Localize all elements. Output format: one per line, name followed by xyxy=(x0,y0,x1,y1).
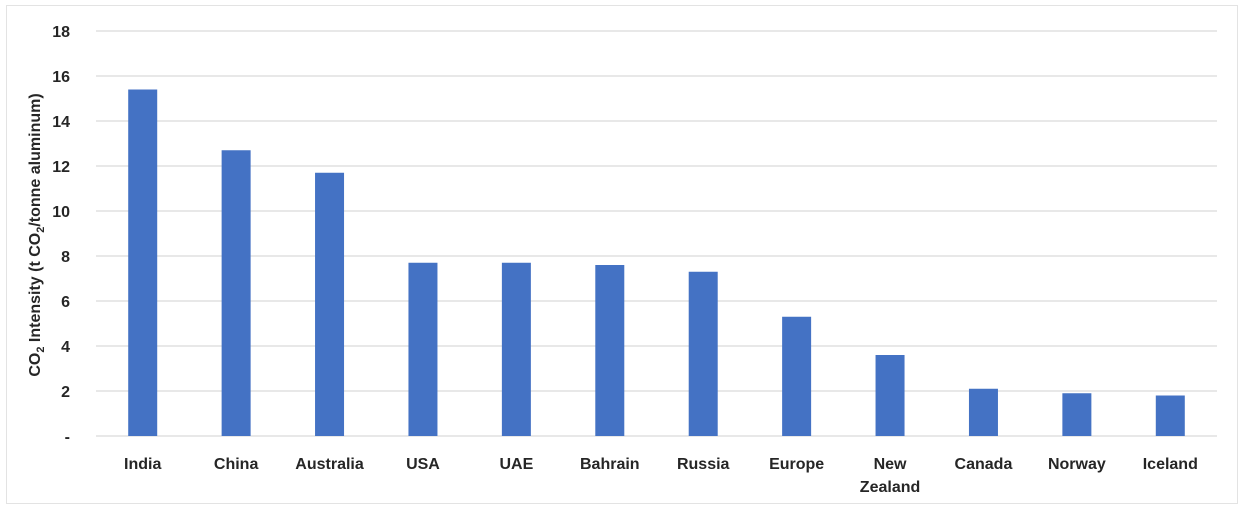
y-axis-label-sub1: 2 xyxy=(35,347,47,353)
y-axis-label: CO2 Intensity (t CO2/tonne aluminum) xyxy=(27,93,47,376)
bar-russia xyxy=(688,271,718,436)
gridlines xyxy=(96,30,1217,437)
bar-usa xyxy=(408,262,438,436)
y-tick-label: 12 xyxy=(52,159,70,176)
x-tick-label: New Zealand xyxy=(860,456,920,496)
x-tick-label: Bahrain xyxy=(580,456,640,473)
x-axis-ticks: India China Australia USA UAE Bahrain Russia Eu… xyxy=(124,456,1198,496)
x-tick-label: Canada xyxy=(955,456,1013,473)
bar-india xyxy=(128,89,158,436)
y-axis-label-prefix: CO xyxy=(27,353,44,377)
bar-iceland xyxy=(1155,395,1185,436)
x-tick-label: Australia xyxy=(295,456,364,473)
x-tick-label: Norway xyxy=(1048,456,1106,473)
y-axis-label-sub2: 2 xyxy=(35,227,47,233)
y-tick-label: 8 xyxy=(61,249,70,266)
y-tick-label: 16 xyxy=(52,69,70,86)
y-tick-label: 6 xyxy=(61,294,70,311)
y-tick-label: 2 xyxy=(61,384,70,401)
y-tick-label: 18 xyxy=(52,24,70,41)
x-tick-label: India xyxy=(124,456,161,473)
bar-australia xyxy=(315,172,345,436)
bar-canada xyxy=(968,388,998,436)
x-tick-label: Iceland xyxy=(1143,456,1198,473)
y-tick-label: 10 xyxy=(52,204,70,221)
bar-norway xyxy=(1062,393,1092,436)
bar-bahrain xyxy=(595,265,625,436)
bar-china xyxy=(221,150,251,436)
chart-frame xyxy=(6,5,1238,504)
y-axis-ticks: - 2 4 6 8 10 12 14 16 18 xyxy=(52,24,70,446)
bars xyxy=(128,89,1185,436)
bar-uae xyxy=(501,262,531,436)
y-tick-label: 14 xyxy=(52,114,70,131)
x-tick-label: USA xyxy=(406,456,440,473)
bar-new-zealand xyxy=(875,355,905,436)
y-tick-label: - xyxy=(65,429,70,446)
y-axis-label-suffix: /tonne aluminum) xyxy=(27,93,44,226)
x-tick-label: UAE xyxy=(499,456,533,473)
x-tick-label: Europe xyxy=(769,456,824,473)
y-axis-label-middle: Intensity (t CO xyxy=(27,233,44,347)
x-tick-label: China xyxy=(214,456,259,473)
bar-europe xyxy=(782,316,812,436)
x-tick-label: Russia xyxy=(677,456,730,473)
y-tick-label: 4 xyxy=(61,339,70,356)
